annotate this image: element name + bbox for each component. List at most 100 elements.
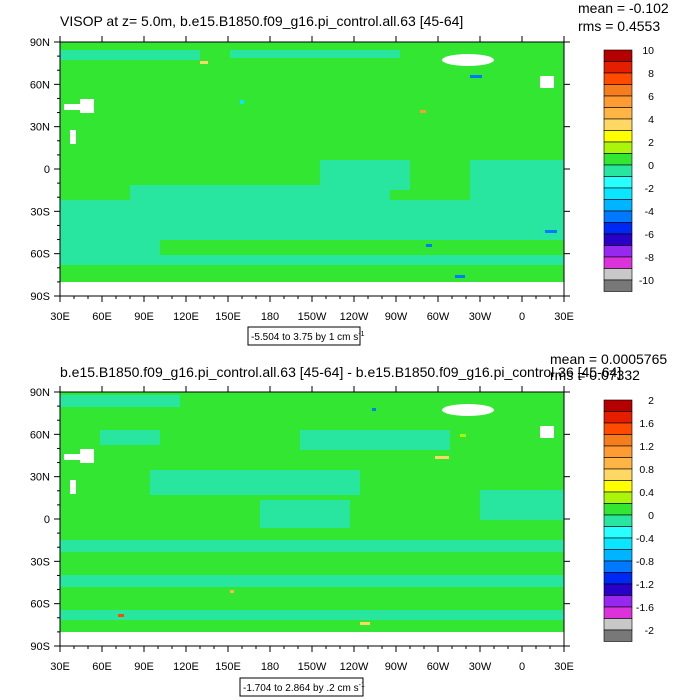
- colorbar-swatch: [603, 629, 633, 642]
- colorbar-label: 2: [648, 137, 654, 149]
- land-patch: [540, 76, 554, 88]
- region: [470, 160, 564, 205]
- colorbar-swatch: [603, 49, 633, 62]
- secondary-regions: [60, 50, 564, 265]
- antarctica: [60, 282, 564, 296]
- land-patch: [70, 480, 76, 494]
- x-tick-label: 150E: [215, 311, 241, 323]
- panel-top: VISOP at z= 5.0m, b.e15.B1850.f09_g16.pi…: [30, 0, 669, 346]
- colorbar-label: -2: [645, 183, 654, 195]
- colorbar-label: -1.2: [636, 579, 654, 591]
- map-field: [59, 41, 565, 297]
- x-tick-label: 90E: [134, 311, 154, 323]
- region: [480, 490, 564, 520]
- colorbar-swatch: [603, 233, 633, 246]
- y-tick-label: 30S: [30, 206, 50, 218]
- y-tick-label: 60N: [30, 429, 50, 441]
- x-tick-label: 30E: [50, 311, 70, 323]
- colorbar-swatch: [603, 268, 633, 281]
- colorbar-swatch: [603, 256, 633, 269]
- colorbar-swatch: [603, 560, 633, 573]
- colorbar-swatch: [603, 526, 633, 539]
- colorbar-swatch: [603, 222, 633, 235]
- x-tick-label: 120W: [340, 661, 369, 673]
- y-tick-label: 90N: [30, 37, 50, 49]
- colorbar-swatch: [603, 95, 633, 108]
- greenland: [442, 54, 494, 66]
- colorbar-label: -6: [645, 229, 654, 241]
- colorbar-label: 8: [648, 68, 654, 80]
- region: [100, 430, 160, 445]
- speck: [200, 61, 208, 64]
- rms-stat: rms = 0.4553: [578, 18, 660, 34]
- map-field: [59, 391, 565, 647]
- land-patch: [540, 426, 554, 438]
- colorbar-label: -1.6: [636, 602, 654, 614]
- colorbar-swatch: [603, 107, 633, 120]
- colorbar-label: 0: [648, 510, 654, 522]
- x-tick-label: 30W: [469, 661, 492, 673]
- colorbar-swatch: [603, 572, 633, 585]
- colorbar-swatch: [603, 537, 633, 550]
- colorbar-swatch: [603, 595, 633, 608]
- colorbar-swatch: [603, 549, 633, 562]
- panel-title: VISOP at z= 5.0m, b.e15.B1850.f09_g16.pi…: [60, 13, 463, 29]
- colorbar-swatch: [603, 61, 633, 74]
- range-box: -5.504 to 3.75 by 1 cm s-1: [247, 326, 365, 346]
- colorbar-label: 0.8: [639, 464, 654, 476]
- speck: [118, 614, 124, 617]
- x-tick-label: 60W: [427, 311, 450, 323]
- region: [60, 255, 564, 265]
- y-tick-label: 30N: [30, 122, 50, 134]
- colorbar-swatch: [603, 164, 633, 177]
- region: [230, 50, 400, 58]
- x-tick-label: 60E: [92, 661, 112, 673]
- y-tick-label: 90S: [30, 291, 50, 303]
- colorbar-swatch: [603, 491, 633, 504]
- land-mask: [60, 54, 564, 296]
- speck: [470, 75, 482, 78]
- colorbar-swatch: [603, 187, 633, 200]
- colorbar-swatch: [603, 130, 633, 143]
- mean-stat: mean = -0.102: [578, 0, 669, 16]
- colorbar-swatch: [603, 176, 633, 189]
- range-label: -1.704 to 2.864 by .2 cm s-1: [243, 682, 365, 694]
- colorbar-label: 10: [642, 45, 654, 57]
- colorbar-label: 1.6: [639, 418, 654, 430]
- x-tick-label: 30W: [469, 311, 492, 323]
- x-tick-label: 30E: [554, 311, 574, 323]
- colorbar-swatch: [603, 118, 633, 131]
- colorbar-swatch: [603, 618, 633, 631]
- speck: [435, 456, 449, 459]
- range-frame: [247, 326, 361, 346]
- region: [300, 430, 450, 450]
- colorbar-swatch: [603, 480, 633, 493]
- panel-bottom: b.e15.B1850.f09_g16.pi_control.all.63 [4…: [30, 351, 667, 697]
- colorbar-swatch: [603, 199, 633, 212]
- x-axis: 30E 60E 90E 120E 150E 180 150W 120W 90W 60W 30W 0 30…: [50, 386, 574, 673]
- y-tick-label: 0: [44, 164, 50, 176]
- colorbar: 10 8 6 4 2 0 -2 -4 -6 -8 -10: [603, 45, 654, 292]
- mean-stat: mean = 0.0005765: [550, 351, 667, 367]
- speck: [240, 100, 244, 104]
- region: [60, 50, 200, 60]
- land-patch: [80, 449, 94, 463]
- x-axis: 30E 60E 90E 120E 150E 180 150W 120W 90W 60W 30W 0 30…: [50, 36, 574, 323]
- region: [60, 395, 180, 407]
- colorbar-label: -8: [645, 252, 654, 264]
- colorbar-swatch: [603, 245, 633, 258]
- land-patch: [64, 454, 80, 460]
- colorbar-swatch: [603, 445, 633, 458]
- region: [60, 540, 564, 552]
- x-tick-label: 150W: [298, 311, 327, 323]
- x-tick-label: 30E: [50, 661, 70, 673]
- speck: [230, 590, 234, 593]
- y-tick-label: 60S: [30, 249, 50, 261]
- range-box: -1.704 to 2.864 by .2 cm s-1: [239, 677, 365, 697]
- rms-stat: rms = 0.07332: [550, 367, 640, 383]
- land-mask: [60, 404, 564, 646]
- colorbar-swatch: [603, 606, 633, 619]
- colorbar-swatch: [603, 583, 633, 596]
- x-tick-label: 120E: [173, 661, 199, 673]
